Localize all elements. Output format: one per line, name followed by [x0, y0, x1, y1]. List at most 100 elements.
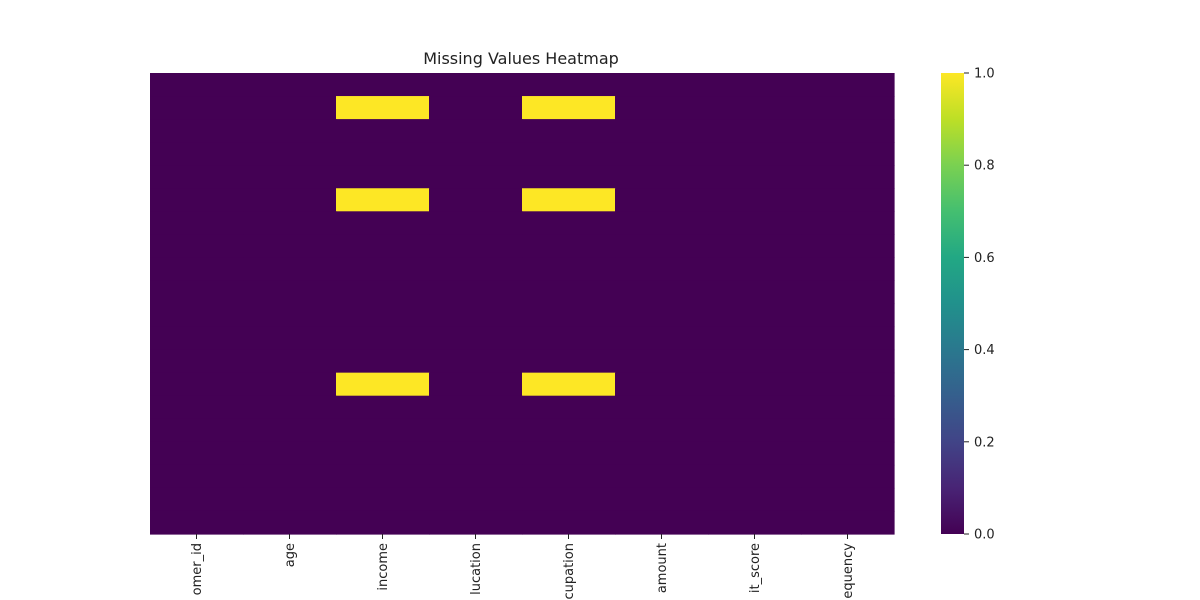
heatmap-cell — [429, 188, 523, 212]
heatmap-cell — [615, 510, 709, 535]
x-tick-label: cupation — [562, 543, 577, 600]
heatmap-cell — [801, 257, 895, 282]
chart-title: Missing Values Heatmap — [423, 49, 619, 68]
heatmap-cell — [615, 372, 709, 397]
heatmap-cell — [615, 257, 709, 282]
heatmap-cell — [336, 510, 430, 535]
heatmap-cell — [801, 372, 895, 397]
heatmap-cell — [243, 510, 337, 535]
heatmap-cell — [336, 441, 430, 466]
heatmap-cell — [336, 326, 430, 351]
heatmap-cell — [336, 96, 430, 120]
heatmap-cell — [522, 165, 616, 189]
heatmap-cell — [801, 326, 895, 351]
heatmap-cell — [708, 418, 802, 443]
heatmap-cell — [243, 326, 337, 351]
heatmap-cell — [150, 441, 244, 466]
heatmap-cell — [243, 418, 337, 443]
heatmap-cell — [801, 96, 895, 120]
heatmap-cells — [150, 73, 895, 535]
heatmap-cell — [708, 142, 802, 166]
heatmap-cell — [243, 487, 337, 512]
heatmap-cell — [615, 395, 709, 420]
heatmap-cell — [801, 142, 895, 166]
heatmap-cell — [150, 372, 244, 397]
heatmap-cell — [522, 119, 616, 143]
heatmap-cell — [429, 372, 523, 397]
heatmap-cell — [150, 142, 244, 166]
x-tick-label: omer_id — [190, 543, 205, 595]
heatmap-cell — [708, 372, 802, 397]
heatmap-cell — [708, 395, 802, 420]
heatmap-cell — [336, 372, 430, 397]
heatmap-cell — [336, 303, 430, 328]
heatmap-cell — [150, 395, 244, 420]
heatmap-cell — [429, 119, 523, 143]
heatmap-cell — [615, 326, 709, 351]
heatmap-cell — [429, 487, 523, 512]
heatmap-cell — [150, 418, 244, 443]
heatmap-cell — [150, 349, 244, 374]
heatmap-cell — [708, 441, 802, 466]
heatmap-cell — [801, 165, 895, 189]
heatmap-cell — [336, 165, 430, 189]
heatmap-cell — [243, 142, 337, 166]
heatmap-cell — [801, 188, 895, 212]
heatmap-cell — [801, 119, 895, 143]
heatmap-cell — [336, 418, 430, 443]
heatmap-cell — [429, 211, 523, 235]
heatmap-cell — [801, 211, 895, 235]
heatmap-cell — [150, 188, 244, 212]
heatmap-cell — [708, 234, 802, 258]
heatmap-cell — [150, 73, 244, 97]
heatmap-cell — [429, 464, 523, 489]
heatmap-cell — [429, 441, 523, 466]
heatmap-cell — [429, 418, 523, 443]
heatmap-cell — [708, 464, 802, 489]
heatmap-cell — [522, 96, 616, 120]
heatmap-cell — [615, 464, 709, 489]
heatmap-cell — [522, 372, 616, 397]
heatmap-cell — [708, 280, 802, 305]
heatmap-cell — [429, 73, 523, 97]
heatmap-cell — [336, 142, 430, 166]
heatmap-cell — [429, 326, 523, 351]
heatmap-cell — [243, 188, 337, 212]
heatmap-cell — [522, 395, 616, 420]
heatmap-cell — [708, 73, 802, 97]
heatmap-cell — [336, 119, 430, 143]
heatmap-cell — [336, 487, 430, 512]
heatmap-cell — [522, 142, 616, 166]
heatmap-cell — [708, 510, 802, 535]
heatmap-cell — [615, 119, 709, 143]
heatmap-cell — [615, 349, 709, 374]
heatmap-cell — [801, 510, 895, 535]
heatmap-cell — [243, 73, 337, 97]
heatmap-cell — [429, 257, 523, 282]
heatmap-cell — [243, 349, 337, 374]
heatmap-cell — [801, 487, 895, 512]
heatmap-cell — [150, 211, 244, 235]
heatmap-cell — [522, 188, 616, 212]
heatmap-cell — [615, 96, 709, 120]
heatmap-cell — [615, 211, 709, 235]
heatmap-cell — [615, 280, 709, 305]
heatmap-cell — [615, 188, 709, 212]
heatmap-cell — [615, 234, 709, 258]
heatmap-cell — [708, 303, 802, 328]
heatmap-cell — [243, 234, 337, 258]
heatmap-cell — [801, 73, 895, 97]
heatmap-cell — [429, 395, 523, 420]
heatmap-cell — [522, 487, 616, 512]
heatmap-cell — [243, 395, 337, 420]
heatmap-cell — [243, 280, 337, 305]
heatmap-cell — [150, 96, 244, 120]
heatmap-cell — [336, 211, 430, 235]
heatmap-cell — [801, 234, 895, 258]
heatmap-cell — [429, 303, 523, 328]
heatmap-cell — [615, 487, 709, 512]
heatmap-cell — [522, 234, 616, 258]
heatmap-cell — [522, 349, 616, 374]
heatmap-cell — [708, 487, 802, 512]
